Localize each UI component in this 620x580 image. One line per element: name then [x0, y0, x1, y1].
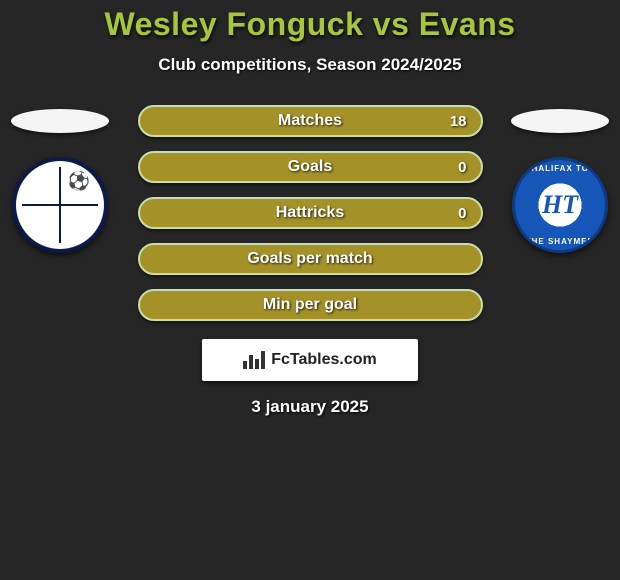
stat-label: Min per goal: [263, 296, 357, 314]
left-club-badge: [12, 157, 108, 253]
stat-value-right: 0: [458, 205, 466, 222]
stat-value-right: 0: [458, 159, 466, 176]
badge-center-text: HT: [542, 190, 578, 220]
snapshot-date: 3 january 2025: [251, 397, 368, 417]
attribution-text: FcTables.com: [271, 351, 377, 369]
stat-label: Goals per match: [247, 250, 372, 268]
attribution-box: FcTables.com: [202, 339, 418, 381]
stat-bar-goals-per-match: Goals per match: [138, 243, 483, 275]
stat-bar-goals: Goals 0: [138, 151, 483, 183]
page-title: Wesley Fonguck vs Evans: [104, 6, 515, 43]
badge-arc-bottom: THE SHAYMEN: [515, 237, 605, 246]
stat-bars: Matches 18 Goals 0 Hattricks 0 Goals per…: [138, 105, 483, 321]
comparison-arena: FC HALIFAX TOWN HT THE SHAYMEN Matches 1…: [0, 105, 620, 321]
stat-bar-matches: Matches 18: [138, 105, 483, 137]
stat-label: Matches: [278, 112, 342, 130]
bar-chart-icon: [243, 351, 265, 369]
season-subtitle: Club competitions, Season 2024/2025: [158, 55, 461, 75]
stat-bar-hattricks: Hattricks 0: [138, 197, 483, 229]
right-club-badge: FC HALIFAX TOWN HT THE SHAYMEN: [512, 157, 608, 253]
stat-label: Hattricks: [276, 204, 344, 222]
stat-value-right: 18: [450, 113, 467, 130]
right-player-photo-placeholder: [511, 109, 609, 133]
comparison-card: Wesley Fonguck vs Evans Club competition…: [0, 0, 620, 417]
left-player-photo-placeholder: [11, 109, 109, 133]
left-player-column: [0, 105, 120, 253]
right-player-column: FC HALIFAX TOWN HT THE SHAYMEN: [500, 105, 620, 253]
stat-label: Goals: [288, 158, 332, 176]
badge-arc-top: FC HALIFAX TOWN: [515, 164, 605, 173]
stat-bar-min-per-goal: Min per goal: [138, 289, 483, 321]
